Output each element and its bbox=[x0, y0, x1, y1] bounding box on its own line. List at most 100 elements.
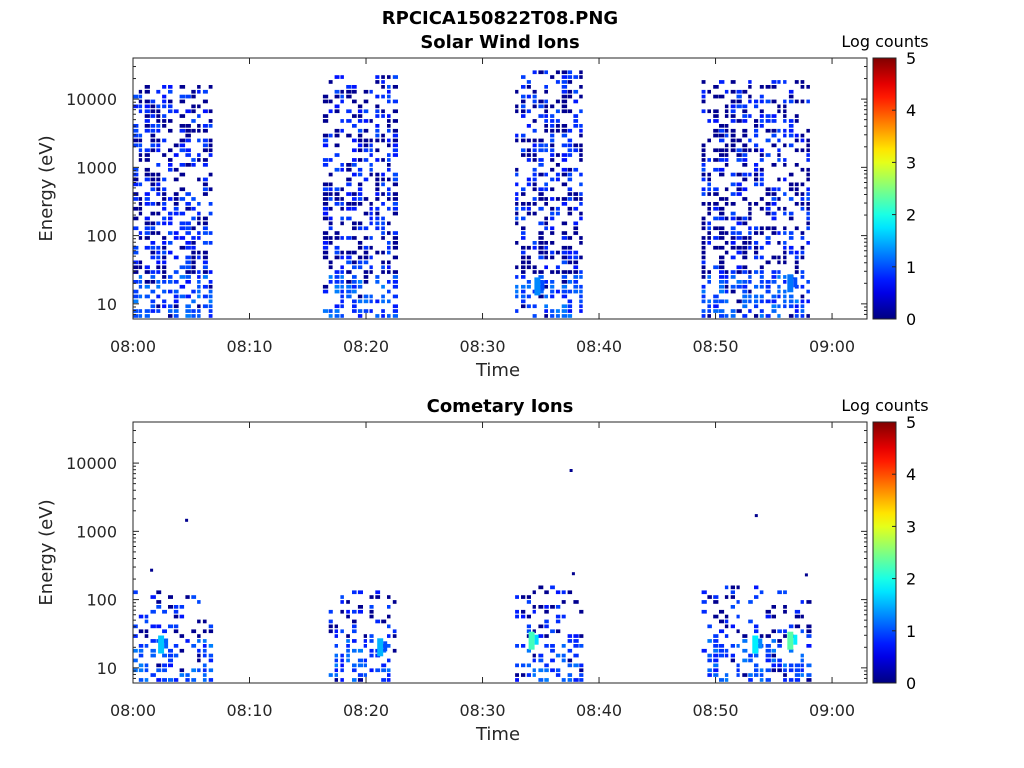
cell bbox=[736, 182, 742, 187]
cell bbox=[138, 668, 144, 673]
cell bbox=[179, 99, 186, 104]
cell bbox=[742, 148, 748, 153]
cell bbox=[162, 202, 167, 206]
cell bbox=[742, 158, 748, 162]
cell bbox=[133, 133, 139, 138]
cell bbox=[794, 192, 799, 196]
cell bbox=[185, 148, 191, 153]
cell bbox=[550, 284, 555, 289]
cell bbox=[340, 270, 344, 274]
cell bbox=[538, 187, 544, 192]
cell bbox=[369, 634, 374, 638]
cell bbox=[555, 172, 560, 177]
cell bbox=[375, 314, 380, 318]
cell bbox=[357, 663, 363, 668]
cell bbox=[179, 605, 185, 609]
cell bbox=[579, 663, 584, 668]
cell bbox=[800, 167, 805, 172]
cell bbox=[765, 289, 771, 294]
cell bbox=[191, 595, 197, 599]
cell bbox=[375, 619, 381, 624]
cell bbox=[150, 221, 156, 226]
cell bbox=[742, 255, 748, 260]
cell bbox=[736, 138, 742, 143]
cell bbox=[168, 595, 173, 599]
cell bbox=[363, 255, 369, 260]
cell bbox=[544, 221, 548, 226]
cell bbox=[381, 270, 385, 274]
cell bbox=[144, 114, 150, 118]
cell bbox=[144, 177, 150, 182]
cell bbox=[392, 133, 398, 138]
cell bbox=[150, 187, 156, 192]
cell bbox=[173, 109, 179, 114]
cell bbox=[555, 289, 560, 294]
burst-1 bbox=[133, 590, 214, 682]
cell bbox=[179, 138, 186, 143]
cell bbox=[173, 629, 179, 634]
cell bbox=[173, 255, 179, 260]
cell bbox=[544, 197, 548, 201]
cell bbox=[555, 109, 560, 114]
cell bbox=[357, 114, 363, 118]
cell bbox=[144, 663, 149, 668]
cell bbox=[759, 124, 764, 128]
cell bbox=[197, 648, 201, 653]
cell bbox=[777, 197, 781, 201]
cell bbox=[538, 236, 544, 240]
cell bbox=[352, 280, 357, 284]
cell bbox=[777, 177, 781, 182]
cell bbox=[328, 619, 333, 624]
cell bbox=[550, 280, 555, 284]
cell bbox=[138, 148, 143, 153]
cell bbox=[208, 304, 213, 309]
cell bbox=[701, 245, 706, 250]
cell bbox=[202, 304, 208, 309]
cell bbox=[724, 314, 729, 318]
cell bbox=[381, 177, 385, 182]
cell bbox=[392, 309, 398, 313]
cell bbox=[179, 148, 186, 153]
cell bbox=[150, 673, 156, 677]
cell bbox=[759, 314, 764, 318]
cell bbox=[730, 644, 735, 648]
cell bbox=[375, 133, 380, 138]
colorbar-label: Log counts bbox=[841, 396, 928, 415]
cell bbox=[555, 153, 560, 157]
cell bbox=[521, 133, 526, 138]
cell bbox=[544, 187, 548, 192]
cell bbox=[800, 299, 805, 304]
cell bbox=[806, 153, 810, 157]
cell bbox=[719, 124, 725, 128]
cell bbox=[515, 211, 519, 216]
cell bbox=[701, 294, 706, 299]
cell bbox=[185, 270, 191, 274]
cell bbox=[754, 172, 759, 177]
cell bbox=[561, 143, 568, 148]
cell bbox=[352, 648, 357, 653]
cell bbox=[334, 668, 338, 673]
cell bbox=[771, 639, 776, 643]
cell bbox=[806, 289, 810, 294]
hot-spot-1-edge bbox=[758, 638, 763, 649]
cell bbox=[771, 299, 777, 304]
cell bbox=[532, 270, 537, 274]
cell bbox=[724, 673, 729, 677]
cell bbox=[156, 260, 161, 265]
cell bbox=[521, 255, 526, 260]
cell bbox=[736, 221, 742, 226]
cell bbox=[555, 206, 560, 211]
cell bbox=[544, 70, 548, 75]
cell bbox=[340, 236, 344, 240]
cell bbox=[387, 206, 391, 211]
cell bbox=[719, 289, 725, 294]
cell bbox=[133, 216, 139, 221]
cell bbox=[168, 89, 173, 94]
cell bbox=[162, 299, 167, 304]
cell bbox=[363, 197, 369, 201]
cell bbox=[334, 658, 338, 663]
cell bbox=[550, 211, 555, 216]
cell bbox=[352, 114, 357, 118]
cell bbox=[724, 270, 729, 274]
